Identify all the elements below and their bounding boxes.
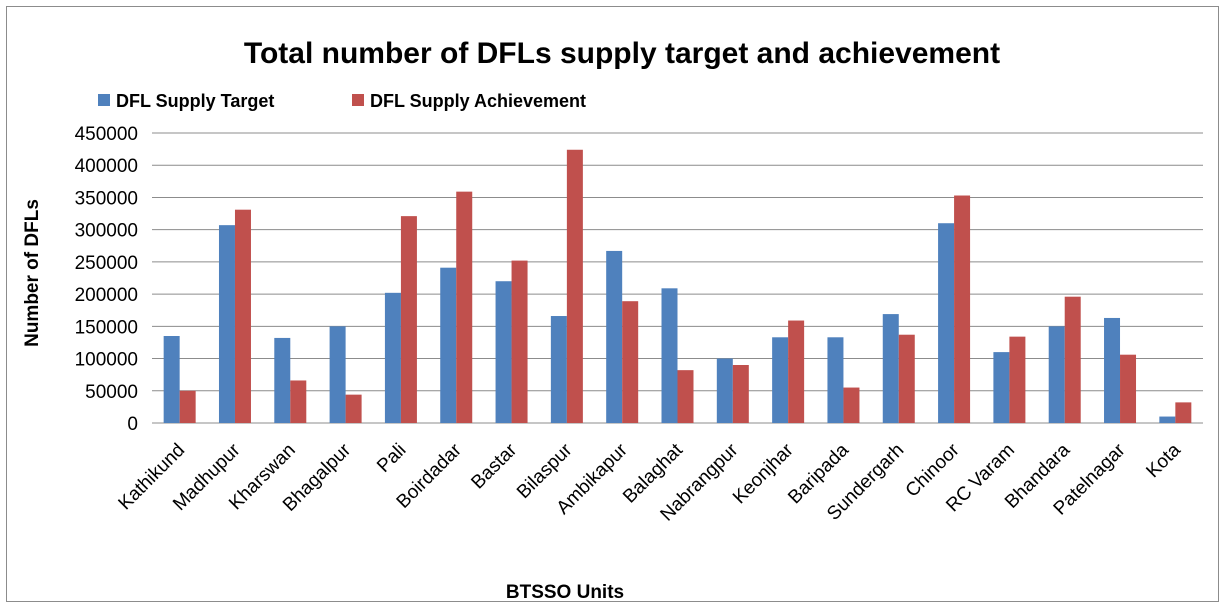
bar-achievement [843,387,860,423]
bar-target [993,352,1010,423]
bar-achievement [400,216,417,423]
y-tick-label: 200000 [75,285,138,306]
y-tick-label: 0 [127,414,138,435]
bar-target [606,250,623,423]
x-tick-label: Kota [1142,439,1185,482]
bar-target [550,316,567,423]
y-tick-label: 450000 [75,124,138,145]
y-axis-title: Number of DFLs [22,199,43,347]
y-tick-label: 300000 [75,221,138,242]
legend-label-achievement: DFL Supply Achievement [370,91,586,111]
bar-achievement [511,260,528,423]
bar-target [384,292,401,423]
bar-achievement [954,195,971,423]
bar-achievement [234,209,251,423]
bar-target [938,223,955,423]
bar-target [274,337,291,423]
bar-target [772,337,789,423]
bar-target [495,281,512,423]
legend-swatch-achievement [352,94,364,106]
y-tick-label: 150000 [75,317,138,338]
legend-swatch-target [98,94,110,106]
x-tick-label: Pali [373,440,410,477]
bar-achievement [456,191,473,423]
bar-target [1159,416,1176,423]
bar-target [440,267,457,423]
bar-achievement [1009,336,1026,423]
x-tick-label: Bastar [467,439,521,493]
bar-target [882,314,899,423]
bar-achievement [1120,354,1137,423]
y-tick-label: 350000 [75,188,138,209]
y-tick-label: 400000 [75,156,138,177]
bar-target [716,358,733,423]
legend-label-target: DFL Supply Target [116,91,274,111]
chart-title: Total number of DFLs supply target and a… [244,37,1000,70]
bar-achievement [622,301,639,423]
legend: DFL Supply Target DFL Supply Achievement [98,91,586,111]
bar-achievement [677,370,694,423]
bar-target [218,225,235,423]
bar-target [661,288,678,423]
bar-achievement [898,334,915,423]
bar-target [827,337,844,423]
bar-achievement [732,365,749,423]
bar-achievement [1064,296,1081,423]
bar-target [163,336,180,423]
bar-achievement [566,149,583,423]
bar-achievement [1175,402,1192,423]
y-tick-label: 250000 [75,253,138,274]
y-tick-label: 100000 [75,350,138,371]
bar-achievement [179,390,196,423]
bar-target [329,326,346,423]
bar-target [1048,326,1065,423]
x-axis-title: BTSSO Units [506,582,624,603]
bar-achievement [345,394,362,423]
y-tick-label: 50000 [85,382,138,403]
bar-achievement [290,380,307,423]
bar-achievement [788,320,805,423]
bar-target [1104,317,1121,423]
